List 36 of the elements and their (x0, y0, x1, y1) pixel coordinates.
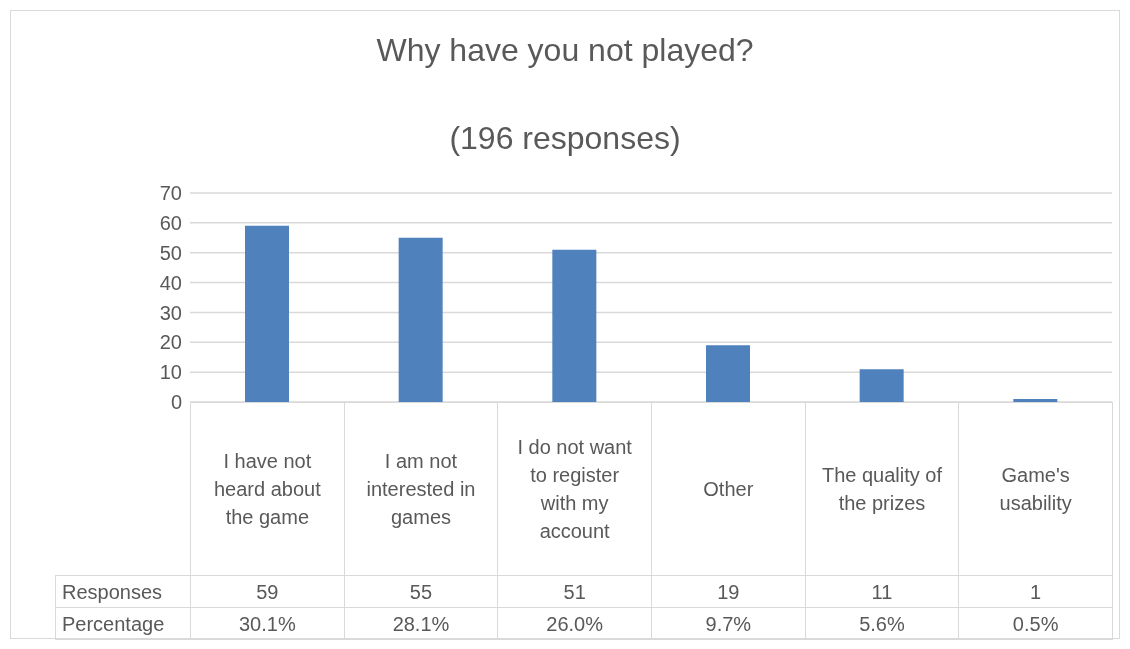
chart-subtitle: (196 responses) (448, 120, 682, 157)
data-label: 51 (497, 575, 652, 608)
x-tick-label: The quality of the prizes (804, 402, 960, 576)
x-tick-label: I am not interested in games (343, 402, 499, 576)
x-tick-label: I do not want to register with my account (497, 402, 652, 576)
bar (706, 345, 750, 402)
data-label: 55 (343, 575, 499, 608)
y-tick-label: 10 (159, 361, 182, 384)
text: 9.7% (651, 607, 806, 640)
y-tick-label: 40 (159, 271, 182, 294)
data-label: 59 (190, 575, 345, 608)
bar (1013, 399, 1058, 402)
x-tick-label: Game's usability (958, 402, 1113, 576)
y-tick-label: 0 (170, 391, 182, 414)
text: 0.5% (958, 607, 1113, 640)
text: Responses (55, 575, 191, 608)
text: 5.6% (804, 607, 960, 640)
bar (552, 249, 597, 402)
x-tick-label: Other (651, 402, 806, 576)
y-tick-label: 50 (159, 241, 182, 264)
text: Percentage (55, 607, 191, 640)
x-tick-label: I have not heard about the game (190, 402, 345, 576)
text: 26.0% (497, 607, 652, 640)
data-label: 19 (651, 575, 806, 608)
y-tick-label: 70 (159, 182, 182, 205)
chart-title: Why have you not played? (375, 32, 755, 69)
y-tick-label: 20 (159, 331, 182, 354)
y-tick-label: 60 (159, 211, 182, 234)
bar (859, 369, 904, 402)
bar (398, 237, 443, 402)
text: 30.1% (190, 607, 345, 640)
data-label: 1 (958, 575, 1113, 608)
text: 28.1% (343, 607, 499, 640)
data-label: 11 (804, 575, 960, 608)
bar (245, 225, 289, 402)
y-tick-label: 30 (159, 301, 182, 324)
